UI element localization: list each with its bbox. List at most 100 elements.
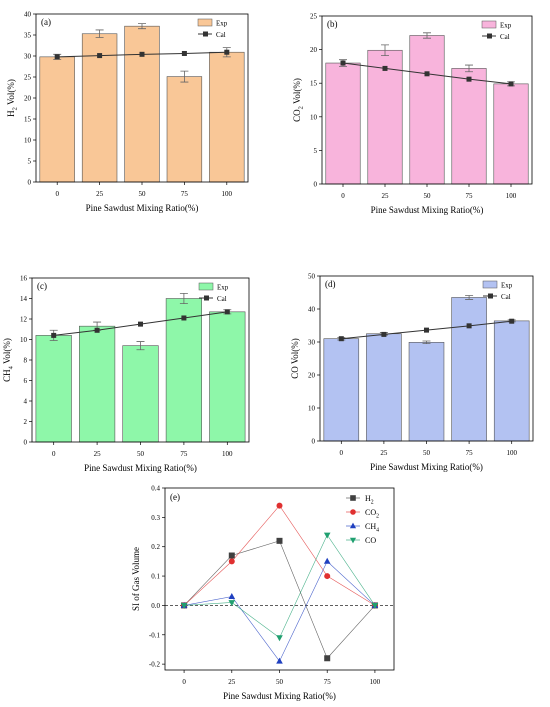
error-bar <box>136 341 145 351</box>
bar <box>451 68 487 185</box>
point-cal <box>509 318 515 324</box>
x-tick-label: 50 <box>276 678 284 686</box>
point-cal <box>181 50 187 56</box>
bar <box>493 83 529 185</box>
series-line <box>184 560 376 662</box>
x-tick-label: 25 <box>96 190 104 198</box>
point-cal <box>424 71 430 77</box>
y-tick-label: 0.3 <box>151 514 160 522</box>
bar-chart-a: 0 5 10 15 20 25 30 35 40 0 25 50 75 100 Pine Sawdust M… <box>6 11 249 213</box>
error-bar <box>465 295 474 300</box>
point-triangle-up <box>276 657 283 664</box>
panel-label: (a) <box>41 17 51 27</box>
legend-label: CO <box>365 536 376 545</box>
bar <box>122 345 159 443</box>
x-tick-label: 25 <box>380 449 388 457</box>
point-cal <box>138 321 143 327</box>
bar <box>408 342 445 442</box>
bar <box>367 49 403 185</box>
y-tick-label: 0.0 <box>151 602 160 610</box>
x-tick-label: 0 <box>340 449 344 457</box>
y-axis-label: CO Vol(%) <box>290 338 300 378</box>
panel-label: (e) <box>170 492 180 502</box>
point-square <box>228 552 235 559</box>
x-axis-label: Pine Sawdust Mixing Ratio(%) <box>84 463 197 473</box>
point-cal <box>51 332 57 338</box>
y-axis-label-main: H <box>6 110 16 117</box>
y-tick-label: 40 <box>24 11 32 19</box>
bar <box>35 335 72 443</box>
error-bar <box>180 70 189 83</box>
legend-swatch-exp <box>481 20 497 29</box>
error-bar <box>381 44 389 57</box>
error-bar <box>95 29 104 38</box>
point-cal <box>224 309 230 315</box>
y-tick-label: 25 <box>24 74 32 82</box>
x-tick-label: 75 <box>180 450 188 458</box>
legend-label-cal: Cal <box>500 33 510 41</box>
error-bar <box>138 23 146 30</box>
point-cal <box>97 53 103 59</box>
y-tick-label: 25 <box>310 13 318 21</box>
point-cal <box>381 331 387 337</box>
bar <box>165 298 202 443</box>
y-tick-label: 50 <box>308 273 316 281</box>
y-axis-label-main: CH <box>2 369 12 382</box>
legend-marker-triangle-down <box>349 537 357 544</box>
legend-label-main: H <box>365 494 371 503</box>
point-triangle-down <box>323 532 331 539</box>
y-tick-label: 16 <box>20 275 28 283</box>
y-tick-label: 0.4 <box>151 485 160 493</box>
bar <box>366 333 402 442</box>
point-cal <box>424 327 429 333</box>
point-triangle-down <box>228 600 236 607</box>
x-tick-label: 25 <box>382 192 390 200</box>
legend-label-exp: Exp <box>216 20 228 28</box>
legend-marker-cal <box>204 295 209 301</box>
legend-label-main: CO <box>365 508 376 517</box>
y-tick-label: 0 <box>314 181 318 189</box>
y-axis-label-rest: Vol(%) <box>6 79 16 107</box>
y-tick-label: 8 <box>24 357 28 365</box>
y-tick-label: 20 <box>308 372 316 380</box>
legend-marker-cal <box>487 33 492 39</box>
y-axis-label: SI of Gas Volume <box>131 547 141 611</box>
x-tick-label: 75 <box>466 449 474 457</box>
point-cal <box>338 336 344 342</box>
y-tick-label: 30 <box>308 339 316 347</box>
legend-marker-circle <box>350 509 356 515</box>
series-line <box>183 505 376 606</box>
y-tick-label: 14 <box>20 295 28 303</box>
y-axis-label: CO2 Vol(%) <box>292 78 305 122</box>
point-triangle-down <box>276 635 283 642</box>
point-cal <box>224 49 230 55</box>
point-cal <box>466 323 472 329</box>
point-cal <box>139 51 145 57</box>
x-tick-label: 100 <box>506 192 517 200</box>
x-axis-label: Pine Sawdust Mixing Ratio(%) <box>223 691 336 701</box>
error-bar <box>422 340 431 345</box>
plot-frame <box>164 487 395 671</box>
bar-chart-c: 0 2 4 6 8 10 12 14 16 0 25 50 75 100 Pine Sawdust Mixi… <box>2 275 250 473</box>
y-tick-label: 0 <box>24 439 28 447</box>
legend-label-cal: Cal <box>216 31 226 39</box>
bar <box>79 325 116 443</box>
legend-label: CO2 <box>365 508 379 519</box>
point-cal <box>181 315 187 321</box>
bar <box>409 35 445 185</box>
error-bar <box>423 32 431 39</box>
x-tick-label: 25 <box>94 450 102 458</box>
legend-label: H2 <box>365 494 374 505</box>
y-tick-label: 2 <box>24 418 28 426</box>
x-tick-label: 75 <box>324 678 332 686</box>
legend-marker-cal <box>203 31 208 37</box>
x-axis-label: Pine Sawdust Mixing Ratio(%) <box>371 205 484 215</box>
x-tick-label: 100 <box>370 678 381 686</box>
legend-swatch-exp <box>197 18 213 27</box>
point-triangle-down <box>180 603 188 610</box>
x-tick-label: 50 <box>424 192 432 200</box>
y-tick-label: 30 <box>24 53 32 61</box>
bar-chart-d: 0 10 20 30 40 50 0 25 50 75 100 Pine Sawdust Mixing… <box>290 273 534 472</box>
x-axis-label: Pine Sawdust Mixing Ratio(%) <box>370 462 483 472</box>
